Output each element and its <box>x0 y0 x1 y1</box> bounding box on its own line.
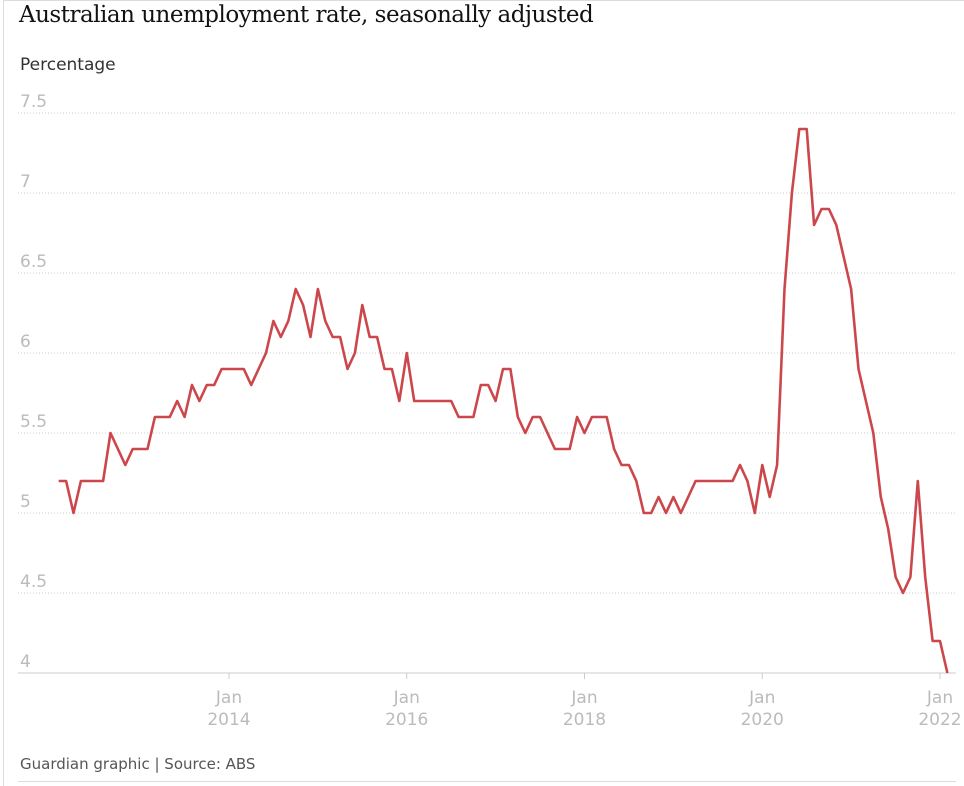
x-tick-year: 2018 <box>563 710 606 730</box>
y-tick-label: 5 <box>20 492 31 512</box>
x-tick-month: Jan <box>393 688 420 708</box>
chart-title: Australian unemployment rate, seasonally… <box>19 2 594 28</box>
y-tick-label: 6.5 <box>20 252 47 272</box>
chart-frame <box>3 0 964 786</box>
y-tick-label: 5.5 <box>20 412 47 432</box>
y-tick-label: 4 <box>20 652 31 672</box>
x-tick-month: Jan <box>748 688 775 708</box>
x-tick-month: Jan <box>215 688 242 708</box>
source-credit: Guardian graphic | Source: ABS <box>20 755 256 773</box>
y-tick-label: 7 <box>20 172 31 192</box>
x-tick-year: 2020 <box>741 710 784 730</box>
footer-divider <box>18 781 956 782</box>
x-tick-year: 2016 <box>385 710 428 730</box>
y-tick-label: 7.5 <box>20 92 47 112</box>
x-tick-year: 2014 <box>207 710 250 730</box>
x-tick-month: Jan <box>926 688 953 708</box>
x-tick-year: 2022 <box>918 710 961 730</box>
unemployment-rate-line <box>58 127 949 674</box>
y-tick-label: 6 <box>20 332 31 352</box>
y-axis-label: Percentage <box>20 55 116 75</box>
x-tick-month: Jan <box>570 688 597 708</box>
y-tick-label: 4.5 <box>20 572 47 592</box>
